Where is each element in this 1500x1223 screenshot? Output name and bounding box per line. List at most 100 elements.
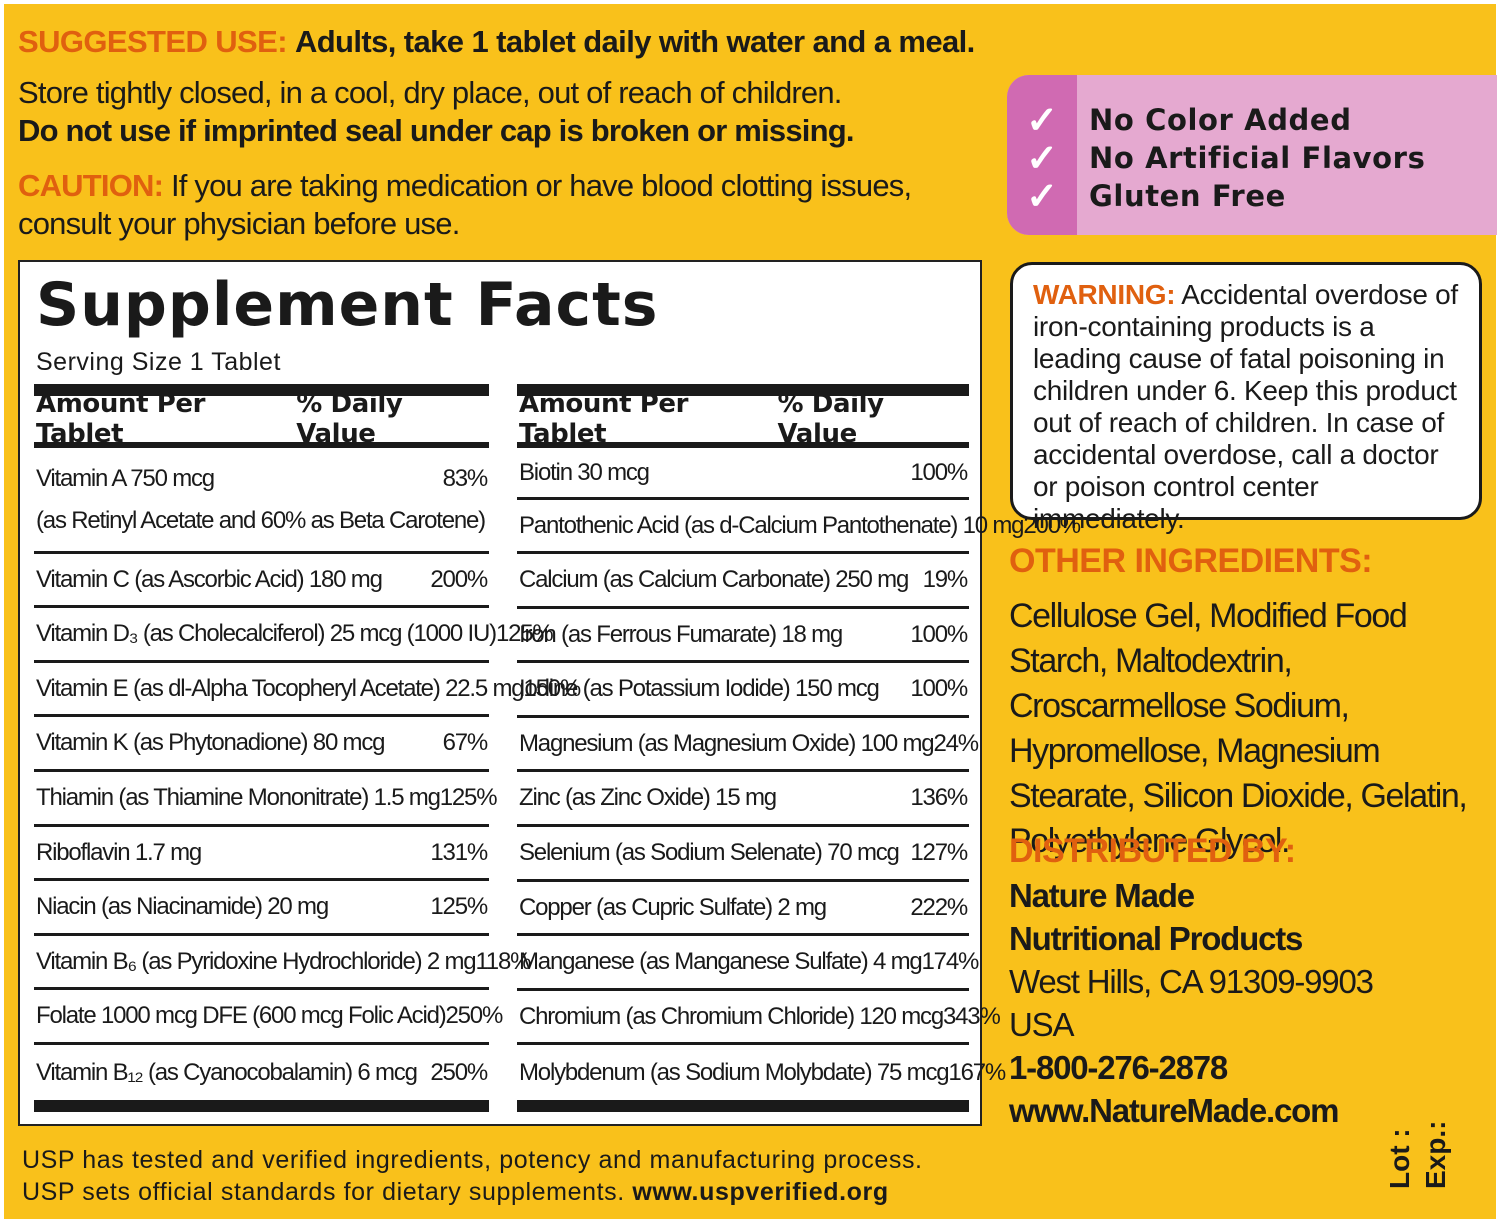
nutrient-name: Chromium (as Chromium Chloride) 120 mcg <box>519 1002 944 1030</box>
nutrient-daily-value: 100% <box>910 458 968 486</box>
nutrient-row: Manganese (as Manganese Sulfate) 4 mg 174… <box>517 936 979 991</box>
nutrient-row: Riboflavin 1.7 mg 131% <box>34 827 489 881</box>
usp-standards-text: USP sets official standards for dietary … <box>22 1178 625 1206</box>
company-division: Nutritional Products <box>1009 920 1303 957</box>
usp-line: USP has tested and verified ingredients,… <box>22 1146 923 1174</box>
facts-rows-left: Vitamin A 750 mcg 83% (as Retinyl Acetate … <box>34 448 581 1100</box>
nutrient-source: (as Retinyl Acetate and 60% as Beta Caro… <box>36 506 486 534</box>
caution-text: If you are taking medication or have blo… <box>18 168 912 241</box>
storage-line: Store tightly closed, in a cool, dry pla… <box>18 75 842 110</box>
nutrient-name: Magnesium (as Magnesium Oxide) 100 mg <box>519 729 935 757</box>
nutrient-row: Vitamin D₃ (as Cholecalciferol) 25 mcg (… <box>34 608 554 663</box>
nutrient-name: Manganese (as Manganese Sulfate) 4 mg <box>519 948 923 975</box>
exp-label: Exp.: <box>1420 1120 1451 1189</box>
nutrient-name: Biotin 30 mcg <box>519 458 650 486</box>
website: www.NatureMade.com <box>1009 1092 1339 1129</box>
nutrient-row: Iodine (as Potassium Iodide) 150 mcg 100% <box>517 663 969 718</box>
distributor-block: Nature Made Nutritional Products West Hi… <box>1009 874 1374 1132</box>
nutrient-row: Vitamin K (as Phytonadione) 80 mcg 67% <box>34 717 489 772</box>
nutrient-daily-value: 150% <box>523 674 581 702</box>
column-header: Amount Per Tablet % Daily Value <box>34 389 489 449</box>
nutrient-name: Vitamin C (as Ascorbic Acid) 180 mg <box>36 565 383 593</box>
amount-header: Amount Per Tablet <box>36 389 206 449</box>
nutrient-row: Vitamin B₁₂ (as Cyanocobalamin) 6 mcg 250… <box>34 1045 489 1100</box>
nutrient-name: Thiamin (as Thiamine Mononitrate) 1.5 mg <box>36 784 441 811</box>
nutrient-name: Vitamin K (as Phytonadione) 80 mcg <box>36 729 386 756</box>
claim-label: Gluten Free <box>1089 179 1286 213</box>
caution: CAUTION: If you are taking medication or… <box>18 167 968 243</box>
nutrient-row: Vitamin B₆ (as Pyridoxine Hydrochloride)… <box>34 936 531 990</box>
nutrient-row: Pantothenic Acid (as d-Calcium Pantothen… <box>517 500 1081 554</box>
iron-warning-box: WARNING: Accidental overdose of iron-con… <box>1010 262 1482 534</box>
company-name: Nature Made <box>1009 877 1195 914</box>
nutrient-name: Riboflavin 1.7 mg <box>36 838 202 866</box>
nutrient-row: Thiamin (as Thiamine Mononitrate) 1.5 mg… <box>34 772 498 827</box>
nutrient-daily-value: 83% <box>442 464 489 492</box>
nutrient-name: Vitamin D₃ (as Cholecalciferol) 25 mcg (… <box>36 620 497 647</box>
warning-label: WARNING: <box>1033 279 1176 310</box>
nutrient-daily-value: 222% <box>910 893 968 921</box>
nutrient-name: Niacin (as Niacinamide) 20 mg <box>36 893 329 920</box>
checkmark-icon: ✓ <box>1026 99 1058 142</box>
warning-text: Accidental overdose of iron-containing p… <box>1033 279 1458 534</box>
nutrient-row: Selenium (as Sodium Selenate) 70 mcg 127% <box>517 827 969 882</box>
nutrient-row: Chromium (as Chromium Chloride) 120 mcg 3… <box>517 991 1001 1045</box>
nutrient-daily-value: 131% <box>430 838 488 866</box>
supplement-facts-panel: Supplement Facts Serving Size 1 Tablet A… <box>18 260 1081 1126</box>
checkmark-icon: ✓ <box>1026 175 1058 218</box>
claim-no-artificial-flavors: ✓ No Artificial Flavors <box>1007 138 1426 180</box>
nutrient-daily-value: 125% <box>439 784 498 811</box>
medium-rule <box>517 442 969 448</box>
nutrient-name: Selenium (as Sodium Selenate) 70 mcg <box>519 839 900 866</box>
company-city: West Hills, CA 91309-9903 <box>1009 963 1374 1000</box>
claim-label: No Artificial Flavors <box>1089 141 1426 175</box>
daily-value-header: % Daily Value <box>777 389 885 449</box>
company-country: USA <box>1009 1006 1074 1043</box>
nutrient-daily-value: 174% <box>921 948 980 975</box>
claims-badge: ✓ No Color Added ✓ No Artificial Flavors… <box>1007 75 1497 235</box>
badge-stripe <box>1007 75 1077 235</box>
usp-statement: USP has tested and verified ingredients,… <box>22 1144 923 1208</box>
nutrient-daily-value: 200% <box>430 565 488 593</box>
nutrient-daily-value: 343% <box>943 1002 1001 1030</box>
nutrient-row: Vitamin A 750 mcg 83% (as Retinyl Acetate … <box>34 448 489 554</box>
nutrient-daily-value: 100% <box>910 620 968 648</box>
claim-no-color: ✓ No Color Added <box>1007 100 1352 142</box>
nutrient-row: Calcium (as Calcium Carbonate) 250 mg 19% <box>517 554 969 609</box>
thick-rule <box>517 384 969 396</box>
nutrient-daily-value: 67% <box>442 729 489 756</box>
nutrient-name: Calcium (as Calcium Carbonate) 250 mg <box>519 566 909 593</box>
nutrient-name: Vitamin E (as dl-Alpha Tocopheryl Acetat… <box>36 674 525 702</box>
nutrient-name: Pantothenic Acid (as d-Calcium Pantothen… <box>519 511 1025 539</box>
caution-label: CAUTION: <box>18 168 164 203</box>
lot-exp-stamp-area: Lot : Exp.: <box>1380 1109 1470 1199</box>
nutrient-row: Vitamin E (as dl-Alpha Tocopheryl Acetat… <box>34 663 581 717</box>
seal-notice: Do not use if imprinted seal under cap i… <box>18 113 854 148</box>
phone-number: 1-800-276-2878 <box>1009 1049 1228 1086</box>
usp-line-2: USP sets official standards for dietary … <box>22 1176 923 1208</box>
thick-rule <box>34 384 489 396</box>
nutrient-name: Molybdenum (as Sodium Molybdate) 75 mcg <box>519 1058 950 1086</box>
other-ingredients-text: Cellulose Gel, Modified Food Starch, Mal… <box>1009 597 1468 860</box>
nutrient-row: Vitamin C (as Ascorbic Acid) 180 mg 200% <box>34 554 489 608</box>
nutrient-daily-value: 118% <box>475 947 531 975</box>
nutrient-name: Vitamin A 750 mcg <box>36 464 215 492</box>
nutrient-row: Magnesium (as Magnesium Oxide) 100 mg 24% <box>517 718 979 772</box>
checkmark-icon: ✓ <box>1026 137 1058 180</box>
claim-gluten-free: ✓ Gluten Free <box>1007 176 1286 218</box>
nutrient-daily-value: 125% <box>495 620 554 647</box>
other-ingredients-heading: OTHER INGREDIENTS: <box>1009 542 1373 580</box>
suggested-use-label: SUGGESTED USE: <box>18 24 288 59</box>
nutrient-daily-value: 100% <box>910 675 968 702</box>
suggested-use-text: Adults, take 1 tablet daily with water a… <box>294 24 975 59</box>
bottom-rule <box>517 1100 969 1112</box>
medium-rule <box>34 442 489 448</box>
nutrient-name: Iron (as Ferrous Fumarate) 18 mg <box>519 620 843 648</box>
nutrient-row: Zinc (as Zinc Oxide) 15 mg 136% <box>517 772 969 827</box>
column-header: Amount Per Tablet % Daily Value <box>517 389 969 449</box>
nutrient-row: Folate 1000 mcg DFE (600 mcg Folic Acid)… <box>34 990 503 1045</box>
nutrient-daily-value: 136% <box>910 784 968 811</box>
facts-column-right: Amount Per Tablet % Daily Value Biotin 3… <box>517 384 1081 1112</box>
serving-size: Serving Size 1 Tablet <box>36 348 281 376</box>
nutrient-row: Molybdenum (as Sodium Molybdate) 75 mcg 1… <box>517 1045 1006 1100</box>
